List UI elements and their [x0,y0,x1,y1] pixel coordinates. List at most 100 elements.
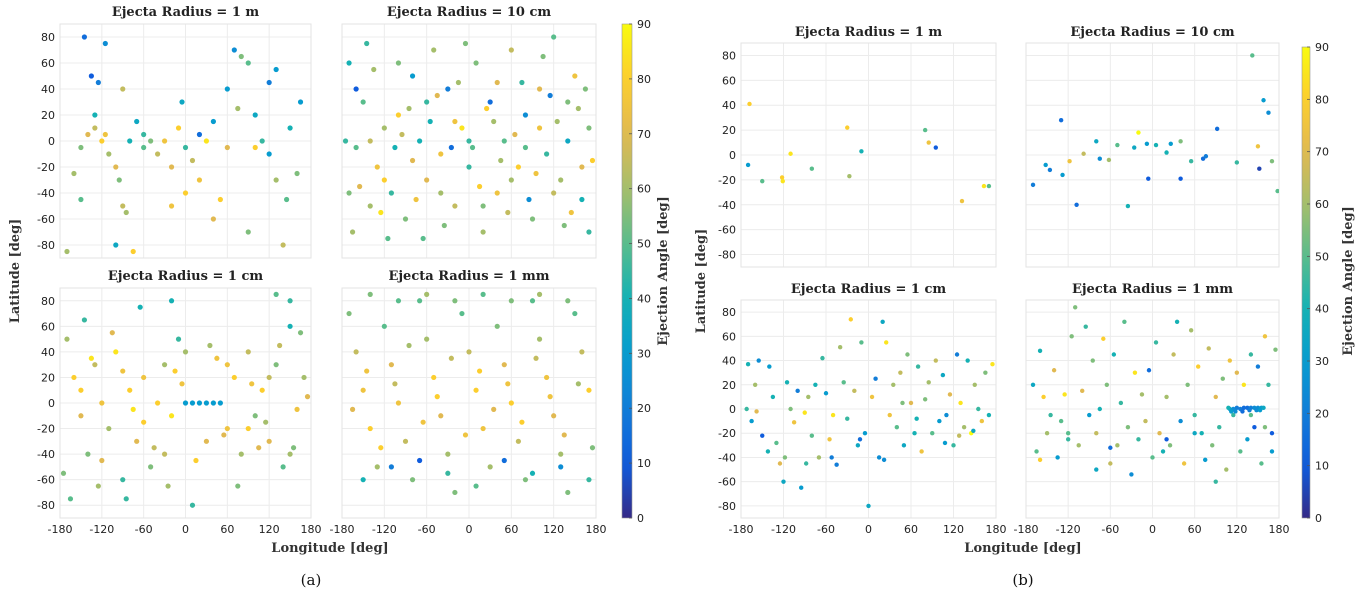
data-point [827,437,832,442]
data-point [431,47,437,53]
data-point [78,413,84,419]
data-point [1144,141,1150,146]
data-point [1062,392,1067,397]
data-point [837,345,843,350]
data-point [954,352,960,357]
data-point [92,112,98,118]
data-point [141,131,147,138]
data-point [473,387,479,393]
data-point [399,131,405,138]
y-tick-label: -40 [718,199,736,212]
figure-a: Ejecta Radius = 1 m -80 -60 -40 -20 0 20 40 60 80… [8,5,671,589]
data-point [231,47,237,53]
data-point [287,125,293,131]
data-point [484,105,490,112]
data-point [367,203,373,209]
x-tick-label: 0 [182,523,189,536]
data-point [1044,431,1050,436]
colorbar-tick-label: 20 [1315,407,1329,420]
data-point [809,433,815,438]
data-point [544,374,550,381]
x-tick-label: 180 [1269,523,1290,536]
data-point [782,455,788,460]
y-axis-label: Latitude [deg] [8,219,23,324]
data-point [501,362,507,368]
data-point [799,485,804,490]
data-point [779,175,785,180]
colorbar-tick-label: 40 [637,292,651,305]
y-tick-label: 60 [41,320,55,333]
y-tick-label: -80 [37,239,55,252]
data-point [434,92,440,99]
data-point [224,144,230,151]
data-point [859,340,864,345]
data-point [912,431,917,436]
data-point [283,196,290,203]
x-tick-label: -120 [372,523,397,536]
data-point [395,112,402,118]
data-point [353,349,359,355]
data-point [1227,358,1233,363]
data-point [1250,53,1255,58]
colorbar-tick-label: 20 [637,402,651,415]
data-point [294,170,300,177]
data-point [765,449,771,454]
data-point [1188,159,1194,164]
data-point [1238,449,1243,454]
data-point [908,400,914,406]
data-point [452,298,458,304]
x-tick-label: 120 [259,523,280,536]
panel-frame [341,287,597,519]
data-point [512,131,518,138]
data-point [304,394,311,400]
data-point [413,196,419,203]
data-point [203,138,210,144]
colorbar [1301,46,1311,519]
colorbar-label: Ejection Angle [deg] [1341,206,1356,356]
colorbar-tick-label: 40 [1315,303,1329,316]
x-tick-label: 60 [1188,523,1202,536]
data-point [536,291,543,297]
data-point [1220,376,1225,381]
data-point [1195,364,1201,369]
data-point [760,178,765,184]
y-tick-label: 20 [41,109,55,122]
data-points [744,317,995,509]
data-point [364,368,370,374]
data-point [452,203,458,209]
y-tick-label: -40 [718,451,736,464]
data-point [231,374,237,381]
data-point [579,164,585,170]
data-point [1094,467,1099,472]
data-point [1115,443,1120,448]
data-point [417,138,423,144]
data-point [1106,157,1112,163]
data-point [263,419,269,425]
data-point [141,374,147,381]
data-point [508,47,514,53]
data-point [845,416,850,421]
data-point [424,336,430,342]
colorbar-tick-label: 70 [637,128,651,141]
data-point [802,410,807,415]
data-point [116,177,122,183]
data-points [64,34,304,255]
data-point [1136,437,1141,442]
data-point [85,451,91,457]
data-point [859,149,864,154]
data-point [214,355,220,361]
data-point [533,170,539,177]
data-point [1058,418,1064,424]
data-point [1034,449,1039,454]
x-tick-label: 0 [466,523,473,536]
data-point [891,382,896,387]
data-point [1192,412,1197,418]
data-point [196,177,203,183]
panel-title: Ejecta Radius = 1 mm [1072,282,1233,297]
data-point [1043,162,1048,168]
data-point [900,400,905,406]
colorbar-tick-label: 60 [1315,198,1329,211]
data-point [1060,172,1065,178]
data-point [519,79,525,86]
x-tick-label: -60 [135,523,153,536]
